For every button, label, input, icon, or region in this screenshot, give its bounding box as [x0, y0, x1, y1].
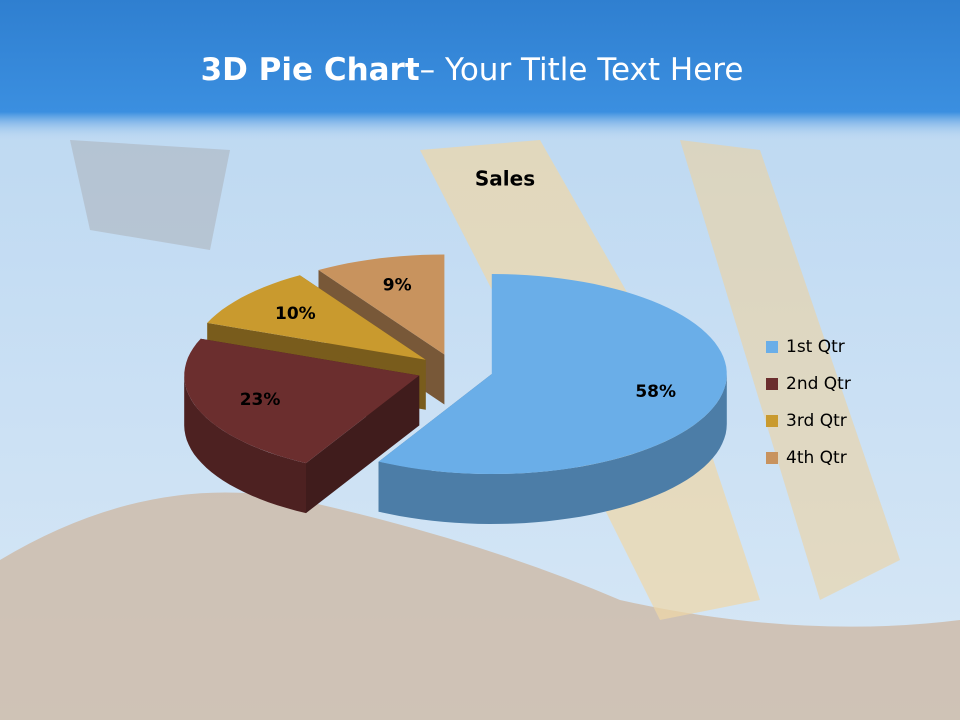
slice [207, 275, 426, 360]
bucket [70, 140, 230, 250]
chart-title: Sales [475, 167, 535, 191]
excavator-boom [680, 140, 900, 600]
legend-swatch [766, 415, 778, 427]
legend-swatch [766, 341, 778, 353]
header-band [0, 0, 960, 140]
slice [318, 254, 445, 355]
slice-wall [184, 375, 306, 514]
data-label: 9% [383, 275, 412, 295]
slice [184, 338, 420, 464]
data-label: 23% [240, 390, 281, 410]
slice [378, 274, 727, 474]
legend: 1st Qtr 2nd Qtr 3rd Qtr 4th Qtr [766, 337, 851, 468]
legend-swatch [766, 378, 778, 390]
legend-label: 1st Qtr [786, 337, 845, 357]
legend-swatch [766, 452, 778, 464]
slice-wall [378, 374, 727, 524]
data-label: 10% [275, 304, 316, 324]
legend-label: 3rd Qtr [786, 411, 847, 431]
title-bold: 3D Pie Chart [201, 52, 420, 88]
slide-title: 3D Pie Chart– Your Title Text Here [201, 52, 744, 88]
pie: 58% 23% 10% 9% [184, 254, 727, 524]
legend-label: 2nd Qtr [786, 374, 851, 394]
data-label: 58% [635, 382, 676, 402]
dirt-mound [0, 492, 960, 720]
legend-label: 4th Qtr [786, 448, 847, 468]
title-rest: – Your Title Text Here [420, 52, 744, 88]
